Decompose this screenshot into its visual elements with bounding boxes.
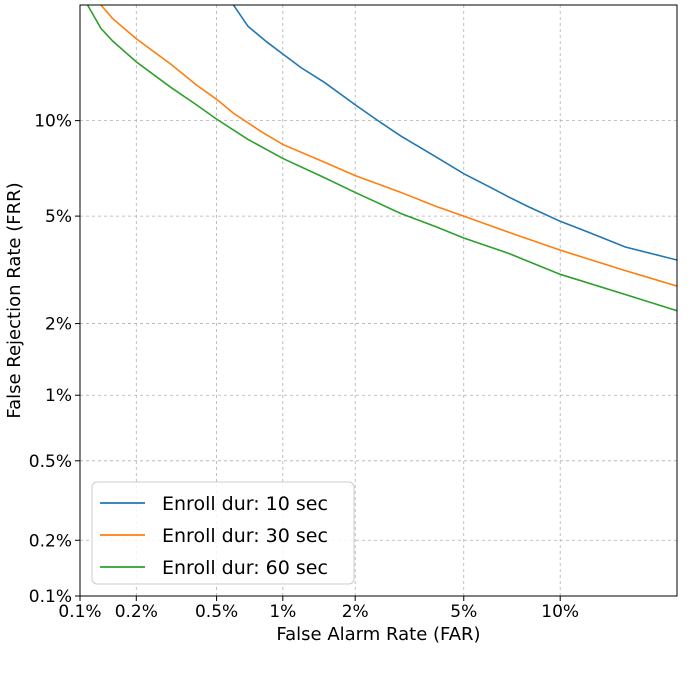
series-line-2 [100, 5, 677, 287]
series-line-3 [86, 5, 677, 312]
series-line-1 [232, 5, 677, 261]
y-tick-label: 1% [45, 386, 72, 406]
x-axis-ticks: 0.1% 0.2% 0.5% 1% 2% 5% 10% [58, 596, 579, 622]
grid [79, 5, 677, 597]
y-axis-label: False Rejection Rate (FRR) [4, 182, 25, 418]
x-tick-label: 2% [342, 602, 369, 622]
legend-label: Enroll dur: 30 sec [162, 525, 328, 547]
y-tick-label: 0.2% [29, 531, 72, 551]
y-axis-ticks: 0.1% 0.2% 0.5% 1% 2% 5% 10% [29, 112, 80, 607]
legend-label: Enroll dur: 60 sec [162, 557, 328, 579]
x-tick-label: 0.1% [58, 602, 101, 622]
legend: Enroll dur: 10 sec Enroll dur: 30 sec Enro… [91, 481, 355, 585]
y-tick-label: 10% [34, 112, 72, 132]
x-tick-label: 10% [541, 602, 579, 622]
series-layer [86, 5, 677, 312]
y-tick-label: 0.5% [29, 452, 72, 472]
legend-label: Enroll dur: 10 sec [162, 493, 328, 515]
x-tick-label: 0.5% [195, 602, 238, 622]
x-tick-label: 1% [269, 602, 296, 622]
x-axis-label: False Alarm Rate (FAR) [276, 624, 480, 645]
x-tick-label: 0.2% [115, 602, 158, 622]
y-tick-label: 2% [45, 315, 72, 335]
x-tick-label: 5% [450, 602, 477, 622]
plot-frame [79, 4, 678, 597]
legend-frame [91, 481, 355, 585]
y-tick-label: 0.1% [29, 587, 72, 607]
y-tick-label: 5% [45, 207, 72, 227]
